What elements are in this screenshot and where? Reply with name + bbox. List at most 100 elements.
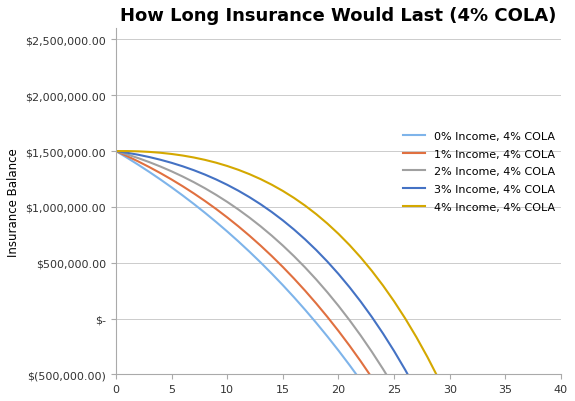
4% Income, 4% COLA [190, 156, 197, 160]
0% Income, 4% COLA [246, 250, 253, 255]
3% Income, 4% COLA [313, 248, 320, 253]
2% Income, 4% COLA [380, 367, 386, 371]
2% Income, 4% COLA [279, 243, 286, 248]
Line: 3% Income, 4% COLA: 3% Income, 4% COLA [116, 152, 561, 401]
0% Income, 4% COLA [357, 378, 364, 383]
2% Income, 4% COLA [157, 165, 164, 170]
3% Income, 4% COLA [413, 388, 420, 393]
4% Income, 4% COLA [235, 168, 242, 173]
1% Income, 4% COLA [135, 160, 141, 164]
2% Income, 4% COLA [124, 153, 131, 158]
4% Income, 4% COLA [179, 154, 186, 158]
3% Income, 4% COLA [235, 189, 242, 194]
4% Income, 4% COLA [224, 164, 231, 169]
4% Income, 4% COLA [168, 152, 175, 157]
4% Income, 4% COLA [357, 255, 364, 260]
Line: 0% Income, 4% COLA: 0% Income, 4% COLA [116, 152, 561, 401]
4% Income, 4% COLA [435, 377, 442, 381]
4% Income, 4% COLA [290, 196, 297, 201]
1% Income, 4% COLA [201, 199, 208, 204]
2% Income, 4% COLA [302, 265, 309, 270]
2% Income, 4% COLA [190, 180, 197, 185]
1% Income, 4% COLA [224, 215, 231, 220]
4% Income, 4% COLA [302, 204, 309, 209]
1% Income, 4% COLA [213, 207, 220, 212]
1% Income, 4% COLA [235, 224, 242, 229]
0% Income, 4% COLA [346, 363, 353, 368]
3% Income, 4% COLA [302, 237, 309, 242]
0% Income, 4% COLA [168, 186, 175, 190]
0% Income, 4% COLA [290, 295, 297, 300]
4% Income, 4% COLA [446, 400, 453, 401]
1% Income, 4% COLA [279, 265, 286, 270]
0% Income, 4% COLA [335, 348, 342, 353]
1% Income, 4% COLA [324, 315, 331, 320]
4% Income, 4% COLA [124, 149, 131, 154]
3% Income, 4% COLA [190, 168, 197, 173]
2% Income, 4% COLA [179, 175, 186, 180]
3% Income, 4% COLA [279, 219, 286, 223]
0% Income, 4% COLA [257, 260, 264, 265]
0% Income, 4% COLA [146, 170, 153, 175]
1% Income, 4% COLA [246, 234, 253, 239]
4% Income, 4% COLA [380, 284, 386, 288]
1% Income, 4% COLA [313, 301, 320, 306]
4% Income, 4% COLA [402, 316, 409, 321]
2% Income, 4% COLA [324, 290, 331, 295]
0% Income, 4% COLA [279, 283, 286, 288]
Line: 1% Income, 4% COLA: 1% Income, 4% COLA [116, 152, 561, 401]
2% Income, 4% COLA [257, 224, 264, 229]
4% Income, 4% COLA [257, 177, 264, 182]
4% Income, 4% COLA [157, 151, 164, 156]
4% Income, 4% COLA [246, 172, 253, 177]
2% Income, 4% COLA [135, 156, 141, 161]
0% Income, 4% COLA [190, 202, 197, 207]
4% Income, 4% COLA [213, 161, 220, 166]
1% Income, 4% COLA [179, 184, 186, 189]
4% Income, 4% COLA [146, 150, 153, 155]
1% Income, 4% COLA [190, 192, 197, 196]
4% Income, 4% COLA [324, 222, 331, 227]
4% Income, 4% COLA [113, 149, 120, 154]
3% Income, 4% COLA [346, 285, 353, 290]
4% Income, 4% COLA [279, 189, 286, 194]
4% Income, 4% COLA [335, 232, 342, 237]
2% Income, 4% COLA [313, 277, 320, 282]
4% Income, 4% COLA [390, 299, 397, 304]
1% Income, 4% COLA [369, 375, 375, 380]
1% Income, 4% COLA [380, 392, 386, 397]
3% Income, 4% COLA [390, 349, 397, 354]
1% Income, 4% COLA [357, 359, 364, 364]
2% Income, 4% COLA [113, 149, 120, 154]
2% Income, 4% COLA [213, 193, 220, 198]
2% Income, 4% COLA [357, 333, 364, 338]
3% Income, 4% COLA [324, 259, 331, 264]
Y-axis label: Insurance Balance: Insurance Balance [7, 148, 20, 256]
2% Income, 4% COLA [224, 200, 231, 205]
2% Income, 4% COLA [335, 304, 342, 308]
0% Income, 4% COLA [213, 220, 220, 225]
3% Income, 4% COLA [402, 368, 409, 373]
3% Income, 4% COLA [179, 164, 186, 169]
0% Income, 4% COLA [302, 308, 309, 312]
Line: 2% Income, 4% COLA: 2% Income, 4% COLA [116, 152, 561, 401]
4% Income, 4% COLA [369, 269, 375, 273]
1% Income, 4% COLA [269, 254, 275, 259]
2% Income, 4% COLA [369, 350, 375, 354]
0% Income, 4% COLA [224, 229, 231, 234]
0% Income, 4% COLA [135, 163, 141, 168]
3% Income, 4% COLA [201, 173, 208, 178]
1% Income, 4% COLA [157, 171, 164, 176]
2% Income, 4% COLA [269, 234, 275, 239]
2% Income, 4% COLA [168, 170, 175, 174]
4% Income, 4% COLA [201, 158, 208, 163]
0% Income, 4% COLA [124, 156, 131, 161]
4% Income, 4% COLA [346, 243, 353, 248]
3% Income, 4% COLA [224, 183, 231, 188]
2% Income, 4% COLA [390, 385, 397, 390]
1% Income, 4% COLA [124, 154, 131, 159]
2% Income, 4% COLA [246, 216, 253, 221]
3% Income, 4% COLA [357, 300, 364, 304]
0% Income, 4% COLA [179, 194, 186, 198]
Legend: 0% Income, 4% COLA, 1% Income, 4% COLA, 2% Income, 4% COLA, 3% Income, 4% COLA, : 0% Income, 4% COLA, 1% Income, 4% COLA, … [403, 132, 555, 212]
